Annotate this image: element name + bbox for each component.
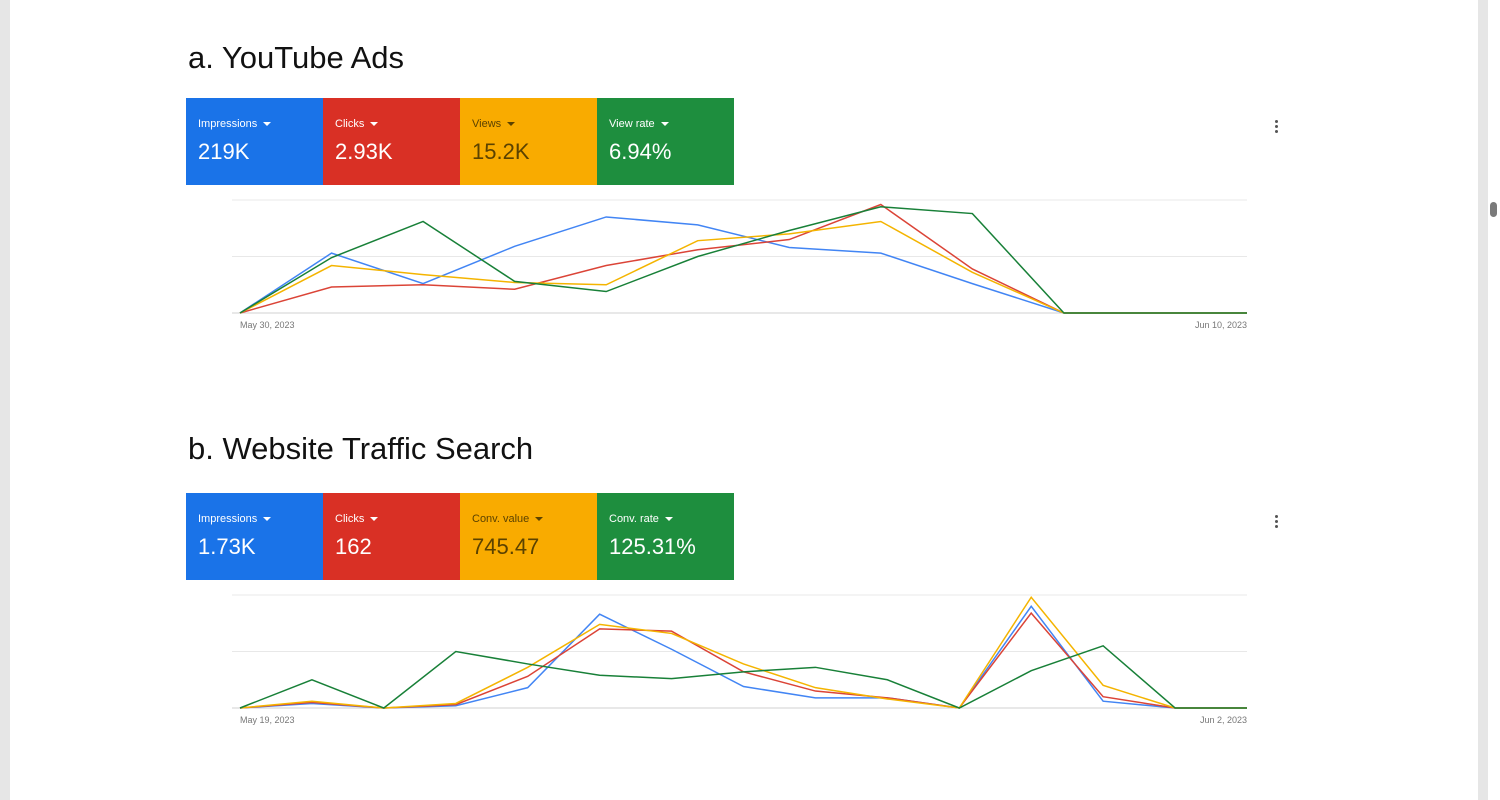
metric-dropdown[interactable]: View rate (609, 118, 734, 130)
metric-card-clicks[interactable]: Clicks 2.93K (323, 98, 460, 185)
metric-value: 162 (335, 534, 372, 559)
metric-label: Conv. value (472, 513, 530, 525)
metric-label: View rate (609, 118, 655, 130)
line-chart: May 30, 2023 Jun 10, 2023 (232, 199, 1247, 330)
metric-value: 125.31% (609, 534, 696, 559)
metric-cards: Impressions 1.73K Clicks 162 Conv. value 745.… (186, 493, 734, 580)
metric-dropdown[interactable]: Views (472, 118, 597, 130)
more-options-icon[interactable] (1275, 120, 1279, 133)
x-axis-tick-label: Jun 2, 2023 (1200, 715, 1247, 725)
dropdown-arrow-icon (370, 122, 379, 126)
dropdown-arrow-icon (370, 517, 379, 521)
metric-dropdown[interactable]: Impressions (198, 513, 323, 525)
metric-cards: Impressions 219K Clicks 2.93K Views 15.2K View… (186, 98, 734, 185)
line-chart: May 19, 2023 Jun 2, 2023 (232, 594, 1247, 725)
metric-dropdown[interactable]: Conv. rate (609, 513, 734, 525)
metric-card-views[interactable]: Views 15.2K (460, 98, 597, 185)
series-line-impressions (239, 605, 1247, 709)
x-axis-tick-label: Jun 10, 2023 (1195, 320, 1247, 330)
metric-card-clicks[interactable]: Clicks 162 (323, 493, 460, 580)
series-line-clicks (239, 203, 1247, 314)
more-options-icon[interactable] (1275, 515, 1279, 528)
metric-label: Clicks (335, 513, 365, 525)
dropdown-arrow-icon (263, 517, 272, 521)
series-line-conv-rate (239, 644, 1247, 709)
metric-value: 6.94% (609, 139, 672, 164)
section-heading: b. Website Traffic Search (188, 431, 534, 466)
metric-value: 745.47 (472, 534, 540, 559)
metric-label: Views (472, 118, 502, 130)
series-line-clicks (239, 611, 1247, 709)
section-heading: a. YouTube Ads (188, 40, 405, 75)
dropdown-arrow-icon (507, 122, 516, 126)
metric-card-view-rate[interactable]: View rate 6.94% (597, 98, 734, 185)
metric-card-conv-rate[interactable]: Conv. rate 125.31% (597, 493, 734, 580)
metric-label: Impressions (198, 118, 258, 130)
metric-card-conv-value[interactable]: Conv. value 745.47 (460, 493, 597, 580)
metric-card-impressions[interactable]: Impressions 219K (186, 98, 323, 185)
metric-card-impressions[interactable]: Impressions 1.73K (186, 493, 323, 580)
metric-dropdown[interactable]: Clicks (335, 118, 460, 130)
metric-dropdown[interactable]: Impressions (198, 118, 323, 130)
scrollbar-thumb[interactable] (1490, 202, 1497, 217)
x-axis-tick-label: May 30, 2023 (240, 320, 295, 330)
metric-label: Conv. rate (609, 513, 659, 525)
series-line-views (239, 220, 1247, 314)
metric-value: 15.2K (472, 139, 530, 164)
metric-value: 2.93K (335, 139, 393, 164)
metric-dropdown[interactable]: Clicks (335, 513, 460, 525)
scrollbar-track[interactable] (1488, 0, 1500, 800)
metric-label: Clicks (335, 118, 365, 130)
x-axis-tick-label: May 19, 2023 (240, 715, 295, 725)
series-line-impressions (239, 216, 1247, 314)
dropdown-arrow-icon (660, 122, 669, 126)
metric-value: 219K (198, 139, 250, 164)
series-line-conv-value (239, 595, 1247, 709)
metric-label: Impressions (198, 513, 258, 525)
dropdown-arrow-icon (263, 122, 272, 126)
dropdown-arrow-icon (535, 517, 544, 521)
metric-dropdown[interactable]: Conv. value (472, 513, 597, 525)
dropdown-arrow-icon (664, 517, 673, 521)
metric-value: 1.73K (198, 534, 256, 559)
series-line-view-rate (239, 206, 1247, 314)
